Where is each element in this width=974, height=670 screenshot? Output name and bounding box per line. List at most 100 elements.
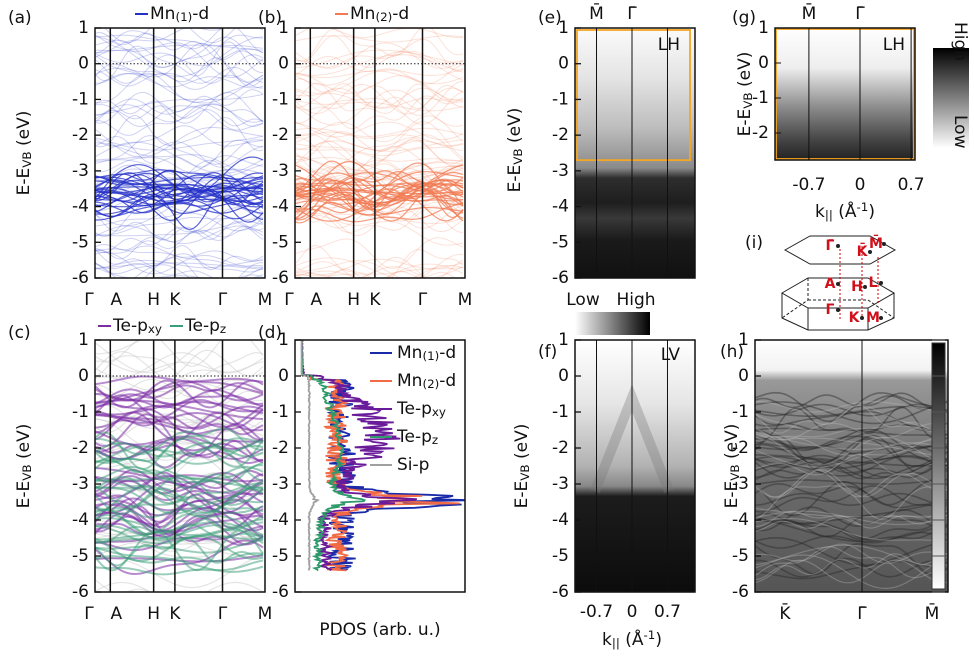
- y-tick-label: -4: [552, 510, 569, 530]
- band: [755, 543, 948, 576]
- y-tick-label: -1: [552, 89, 569, 109]
- legend-label-part: (1): [175, 10, 192, 24]
- bz-point: [836, 308, 840, 312]
- y-tick-label: 0: [758, 53, 769, 73]
- y-tick-label: 1: [738, 330, 749, 350]
- panel-label: (i): [745, 233, 763, 253]
- k-point-label: M̄: [925, 602, 940, 624]
- band: [295, 253, 464, 278]
- band: [95, 103, 264, 123]
- legend-label-part: xy: [432, 405, 446, 419]
- legend-label: Te-pxy: [396, 399, 446, 419]
- k-point-label: Γ: [218, 604, 228, 624]
- band: [295, 183, 464, 205]
- y-axis-label-part: E-E: [14, 168, 34, 196]
- band: [95, 135, 264, 151]
- colorbar: [931, 342, 946, 590]
- band: [95, 174, 264, 202]
- band: [95, 72, 264, 89]
- x-axis-label-part: ): [868, 202, 875, 222]
- band: [95, 196, 264, 218]
- band: [95, 340, 264, 374]
- band: [95, 379, 264, 409]
- band: [755, 512, 948, 541]
- band: [95, 360, 264, 373]
- band: [755, 436, 947, 456]
- band: [295, 263, 464, 278]
- legend-label: Mn(1)-d: [397, 343, 456, 363]
- band: [95, 459, 264, 490]
- pdos-curve: [301, 340, 417, 572]
- band: [295, 68, 464, 94]
- band: [95, 216, 264, 237]
- band: [95, 349, 264, 378]
- band: [295, 244, 464, 278]
- y-tick-label: 0: [738, 366, 749, 386]
- band-group: [755, 391, 948, 580]
- y-tick-label: -2: [272, 125, 289, 145]
- band: [295, 203, 464, 223]
- k-point-label: Γ: [284, 290, 294, 310]
- band: [95, 54, 264, 84]
- arpes-image: [775, 28, 915, 160]
- pdos-curve: [300, 340, 367, 572]
- plot-frame: [574, 339, 696, 593]
- band: [295, 115, 464, 143]
- band: [755, 557, 948, 578]
- band: [95, 142, 264, 180]
- band: [95, 266, 264, 278]
- bz-point-label: K̄: [857, 241, 869, 260]
- band: [95, 41, 264, 82]
- band: [95, 34, 263, 68]
- y-tick-label: -2: [552, 438, 569, 458]
- band: [95, 581, 264, 592]
- k-point-label: Γ̄: [857, 604, 867, 624]
- band: [295, 55, 464, 85]
- legend-label-part: -d: [439, 371, 456, 391]
- band: [95, 48, 264, 67]
- band: [95, 539, 264, 576]
- colorbar-label: High: [616, 290, 655, 310]
- y-axis-label-part: (eV): [14, 111, 34, 152]
- band: [755, 454, 948, 467]
- y-tick-label: 0: [78, 54, 89, 74]
- band: [295, 172, 464, 194]
- band: [295, 99, 464, 112]
- band: [295, 200, 464, 216]
- band: [95, 430, 264, 456]
- band: [95, 66, 264, 84]
- band: [755, 469, 948, 498]
- band: [295, 51, 464, 86]
- band: [95, 125, 264, 147]
- band: [755, 392, 948, 431]
- polarization-label: LV: [661, 345, 681, 365]
- y-tick-label: -1: [752, 88, 769, 108]
- band: [295, 95, 464, 130]
- x-axis-label: PDOS (arb. u.): [319, 620, 440, 640]
- band: [755, 394, 948, 410]
- band: [295, 82, 464, 114]
- band: [295, 139, 464, 168]
- polarization-label: LH: [883, 35, 905, 55]
- band-group: [295, 160, 464, 224]
- legend-label: Si-p: [397, 455, 429, 475]
- x-axis-label-part: k: [602, 630, 612, 650]
- band: [95, 523, 264, 545]
- k-point-label: Γ: [84, 290, 94, 310]
- band-group: [95, 156, 264, 230]
- band: [95, 375, 264, 395]
- pdos-curve: [300, 340, 320, 571]
- band: [295, 266, 464, 277]
- band: [95, 42, 264, 78]
- y-tick-label: -5: [732, 546, 749, 566]
- bz-point-label: Γ: [826, 302, 835, 318]
- legend-label-part: z: [220, 322, 226, 336]
- band: [295, 147, 464, 162]
- y-tick-label: -6: [72, 582, 89, 602]
- k-point-label: Γ: [418, 290, 428, 310]
- y-axis-label-part: E-E: [14, 481, 34, 509]
- band: [95, 399, 264, 421]
- plot-frame: [754, 339, 949, 593]
- band: [95, 357, 264, 391]
- region-box: [576, 29, 691, 162]
